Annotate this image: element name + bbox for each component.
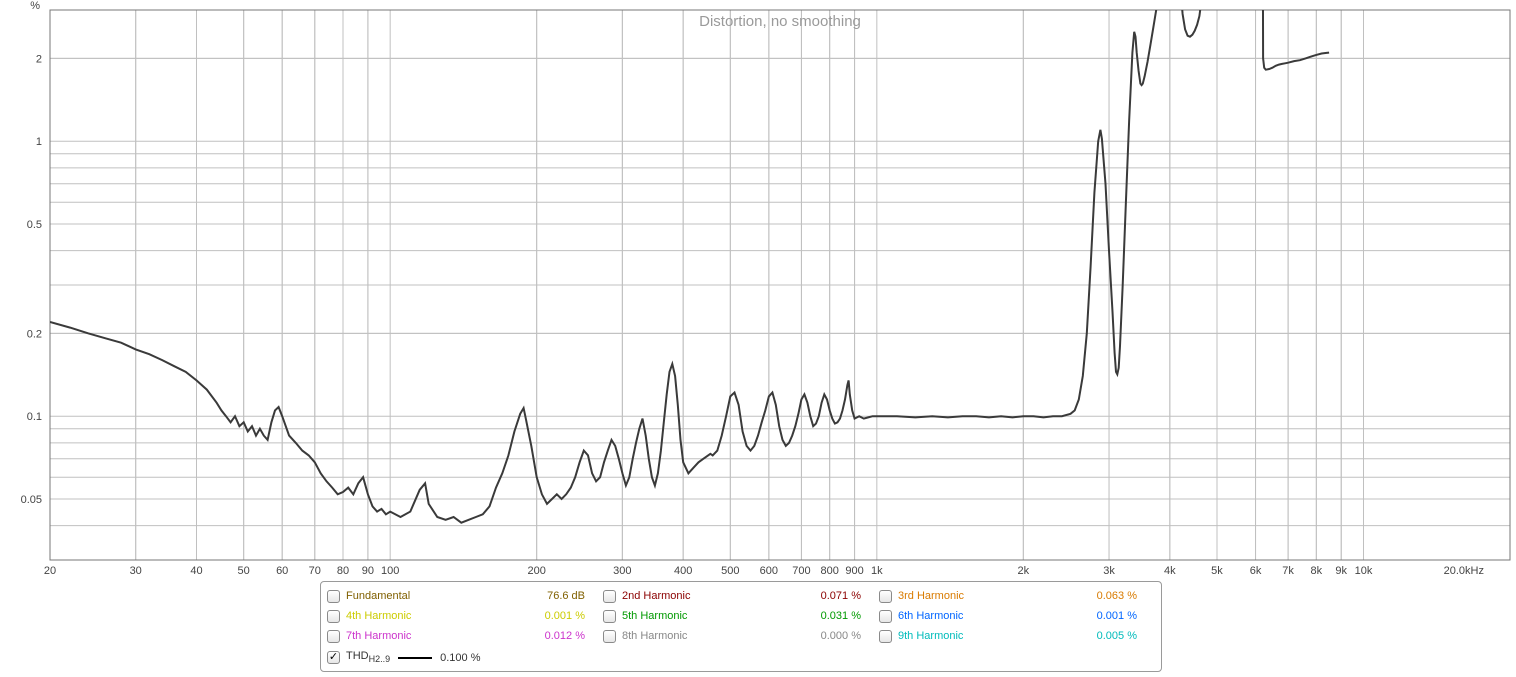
legend-checkbox[interactable] xyxy=(603,610,616,623)
x-tick-label: 70 xyxy=(309,565,321,577)
x-tick-label: 700 xyxy=(792,565,810,577)
legend-label: Fundamental xyxy=(346,586,410,606)
legend-label: 9th Harmonic xyxy=(898,626,963,646)
x-tick-label: 500 xyxy=(721,565,739,577)
legend-checkbox[interactable] xyxy=(603,590,616,603)
y-tick-label: 0.1 xyxy=(27,411,42,423)
legend-value: 0.071 % xyxy=(821,586,861,606)
legend-swatch-thd xyxy=(398,657,432,659)
x-tick-label: 200 xyxy=(527,565,545,577)
legend-value-thd: 0.100 % xyxy=(440,648,480,668)
legend-checkbox[interactable] xyxy=(327,630,340,643)
x-tick-label: 900 xyxy=(845,565,863,577)
legend-checkbox[interactable] xyxy=(879,610,892,623)
y-tick-label: 0.5 xyxy=(27,219,42,231)
legend-checkbox[interactable] xyxy=(327,590,340,603)
legend-value: 76.6 dB xyxy=(547,586,585,606)
distortion-chart: 20 30 40 50 60 70 80 90 100 200 300 400 500 600 700 800… xyxy=(0,0,1516,677)
legend-label: 5th Harmonic xyxy=(622,606,687,626)
x-tick-label: 3k xyxy=(1103,565,1115,577)
legend-checkbox[interactable] xyxy=(327,610,340,623)
y-tick-label: 2 xyxy=(36,53,42,65)
x-tick-label: 100 xyxy=(381,565,399,577)
y-tick-label: 1 xyxy=(36,136,42,148)
x-tick-label: 8k xyxy=(1311,565,1323,577)
x-tick-label: 300 xyxy=(613,565,631,577)
legend-value: 0.001 % xyxy=(1097,606,1137,626)
x-tick-label: 800 xyxy=(820,565,838,577)
x-tick-label: 2k xyxy=(1018,565,1030,577)
legend-value: 0.001 % xyxy=(545,606,585,626)
legend-label: 6th Harmonic xyxy=(898,606,963,626)
legend-label: 7th Harmonic xyxy=(346,626,411,646)
legend-checkbox[interactable] xyxy=(603,630,616,643)
legend-panel: Fundamental 76.6 dB 2nd Harmonic 0.071 % 3rd… xyxy=(320,581,1162,672)
x-tick-label: 60 xyxy=(276,565,288,577)
legend-value: 0.005 % xyxy=(1097,626,1137,646)
legend-label: 2nd Harmonic xyxy=(622,586,690,606)
y-unit-label: % xyxy=(30,0,40,12)
x-tick-label: 600 xyxy=(760,565,778,577)
x-tick-label: 40 xyxy=(190,565,202,577)
x-tick-label: 30 xyxy=(130,565,142,577)
x-tick-label: 4k xyxy=(1164,565,1176,577)
x-tick-label: 50 xyxy=(238,565,250,577)
x-tick-label: 5k xyxy=(1211,565,1223,577)
x-tick-label: 20 xyxy=(44,565,56,577)
y-tick-label: 0.05 xyxy=(21,494,42,506)
x-tick-label: 400 xyxy=(674,565,692,577)
legend-value: 0.063 % xyxy=(1097,586,1137,606)
legend-label-thd: THDH2..9 xyxy=(346,646,390,669)
legend-label: 8th Harmonic xyxy=(622,626,687,646)
legend-label: 4th Harmonic xyxy=(346,606,411,626)
x-tick-label: 9k xyxy=(1335,565,1347,577)
chart-title: Distortion, no smoothing xyxy=(699,13,861,30)
x-unit-label: 20.0kHz xyxy=(1444,565,1484,577)
x-tick-label: 10k xyxy=(1355,565,1373,577)
legend-checkbox[interactable] xyxy=(879,630,892,643)
x-tick-label: 1k xyxy=(871,565,883,577)
x-tick-label: 6k xyxy=(1250,565,1262,577)
x-tick-label: 90 xyxy=(362,565,374,577)
legend-label: 3rd Harmonic xyxy=(898,586,964,606)
legend-checkbox-thd[interactable]: ✓ xyxy=(327,651,340,664)
x-tick-label: 7k xyxy=(1282,565,1294,577)
x-tick-label: 80 xyxy=(337,565,349,577)
legend-value: 0.000 % xyxy=(821,626,861,646)
legend-checkbox[interactable] xyxy=(879,590,892,603)
legend-value: 0.012 % xyxy=(545,626,585,646)
legend-value: 0.031 % xyxy=(821,606,861,626)
y-tick-label: 0.2 xyxy=(27,328,42,340)
